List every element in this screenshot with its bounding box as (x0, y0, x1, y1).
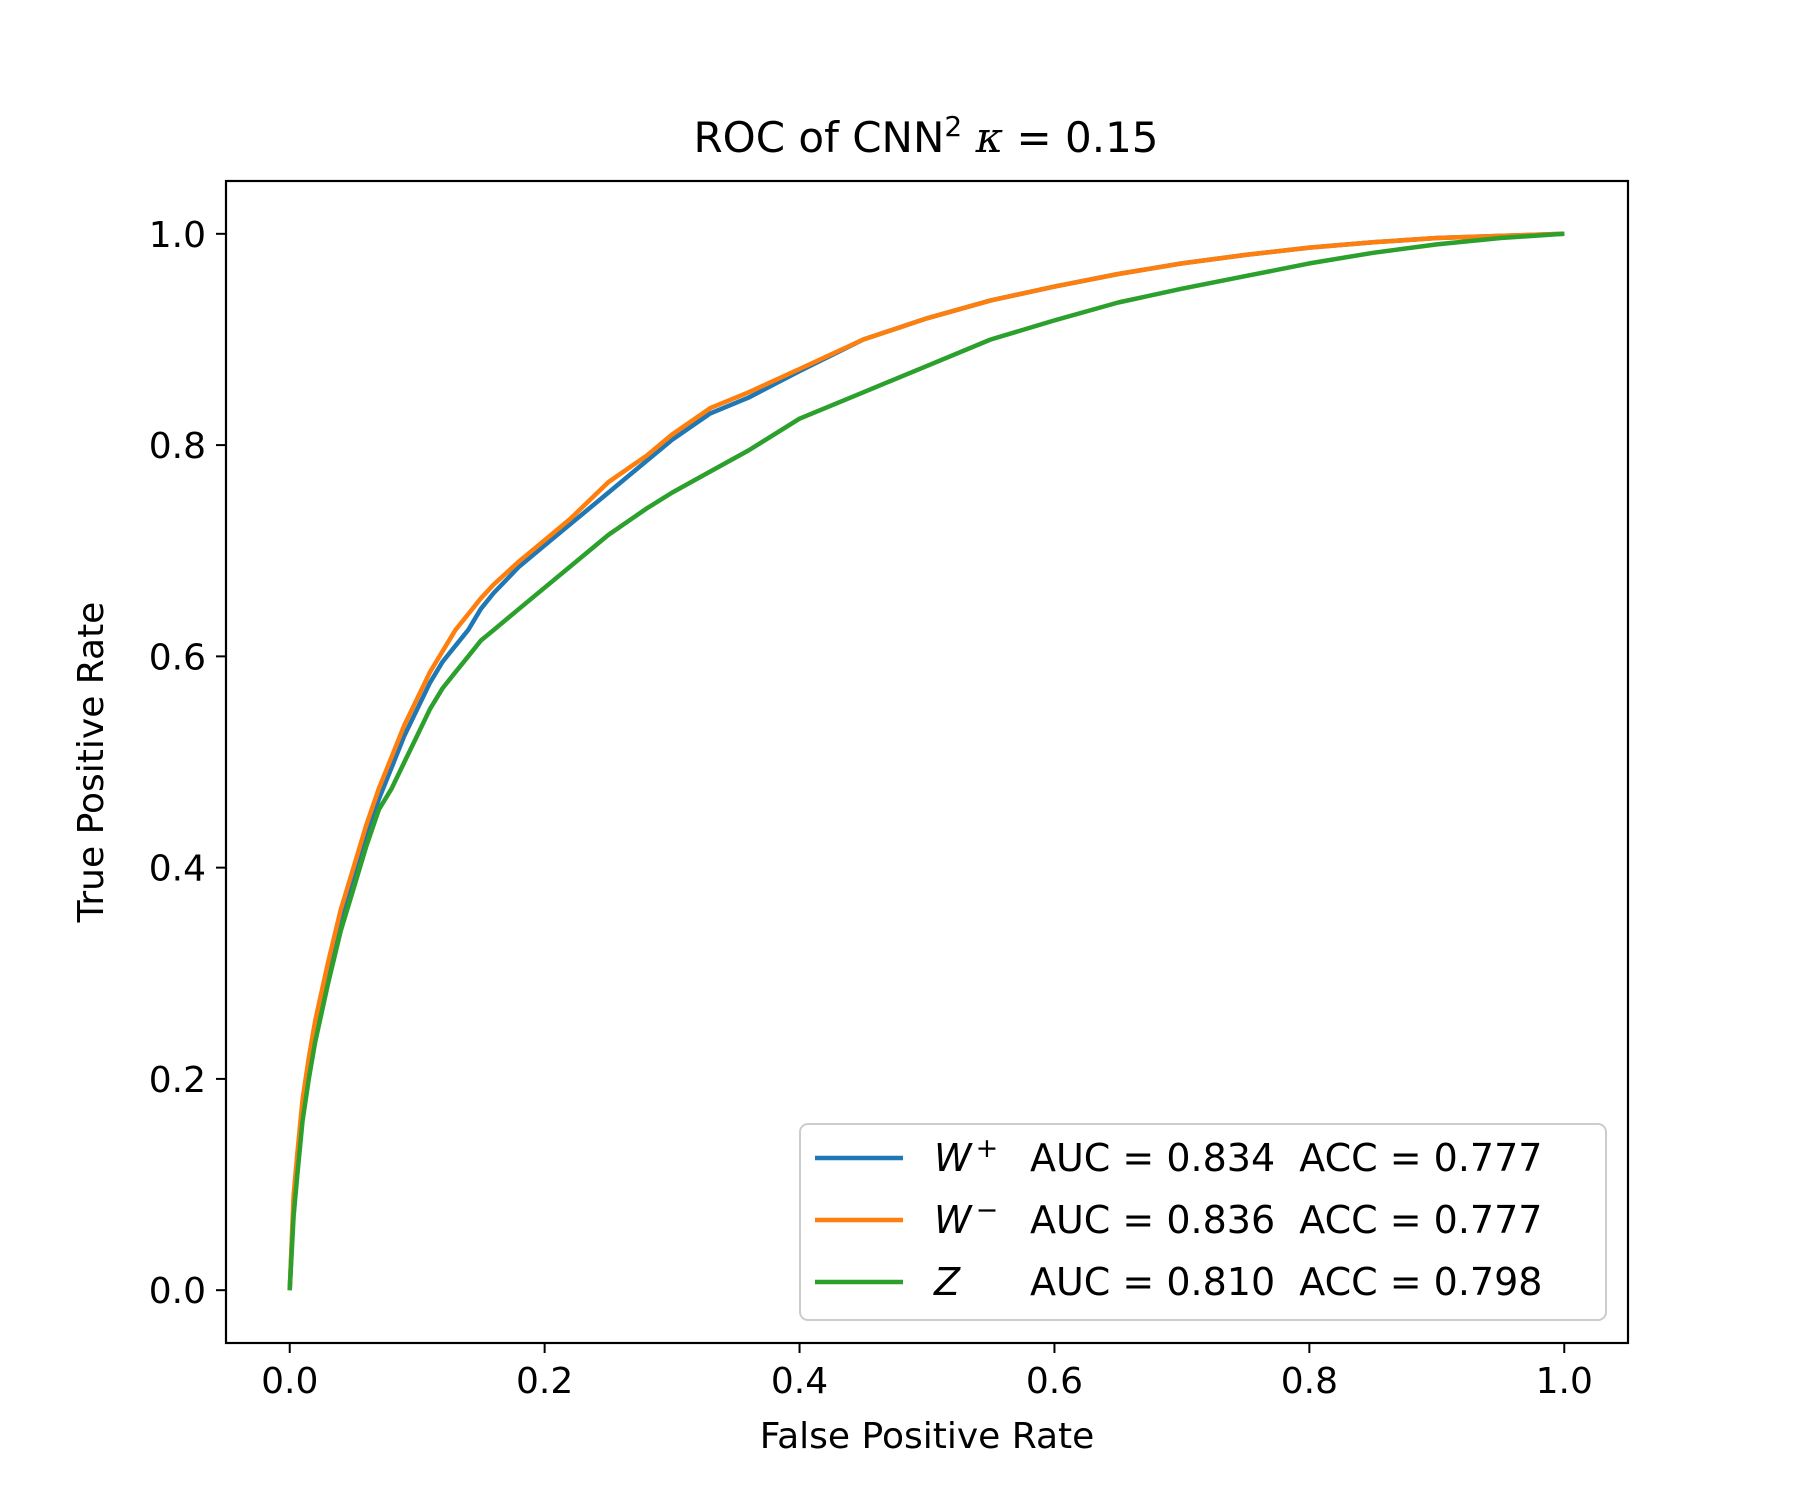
x-tick-label: 1.0 (1536, 1361, 1593, 1402)
legend-series-name-2: W − (934, 1195, 998, 1242)
x-axis-label: False Positive Rate (760, 1416, 1095, 1457)
x-tick-label: 0.4 (771, 1361, 828, 1402)
y-tick-label: 1.0 (149, 215, 206, 256)
legend-series-name-1: W + (934, 1133, 998, 1180)
legend-stats-1: AUC = 0.834 ACC = 0.777 (1030, 1136, 1542, 1180)
y-tick-label: 0.6 (149, 637, 206, 678)
chart-title-superscript: 2 (944, 110, 962, 143)
legend-name-base: Z (933, 1260, 961, 1304)
series-line-2 (287, 231, 1565, 1291)
chart-title-value: = 0.15 (1003, 113, 1158, 162)
chart-title-kappa: κ (975, 113, 1004, 162)
legend-series-name-3: Z (933, 1260, 961, 1304)
x-tick-label: 0.2 (516, 1361, 573, 1402)
chart-title: ROC of CNN2 κ = 0.15 (693, 110, 1158, 162)
chart-title-main: ROC of CNN (693, 113, 944, 162)
x-tick-label: 0.8 (1281, 1361, 1338, 1402)
x-tick-label: 0.6 (1026, 1361, 1083, 1402)
legend-box (799, 1123, 1607, 1321)
legend-stats-2: AUC = 0.836 ACC = 0.777 (1030, 1198, 1542, 1242)
y-tick-label: 0.2 (149, 1060, 206, 1101)
legend-stats-3: AUC = 0.810 ACC = 0.798 (1030, 1260, 1542, 1304)
legend-name-superscript: − (976, 1195, 999, 1226)
legend-name-superscript: + (976, 1133, 999, 1164)
plot-area: 0.0 0.2 0.4 0.6 0.8 1.0 0.0 0.2 0.4 0.6 0.8 1.0 (149, 179, 1630, 1402)
legend-name-base: W (934, 1198, 973, 1242)
legend-name-base: W (934, 1136, 973, 1180)
y-tick-label: 0.4 (149, 849, 206, 890)
y-axis-label: True Positive Rate (71, 602, 112, 924)
axes-frame (224, 179, 1630, 1345)
x-tick-label: 0.0 (261, 1361, 318, 1402)
y-tick-label: 0.8 (149, 426, 206, 467)
y-tick-label: 0.0 (149, 1271, 206, 1312)
series-line-3 (287, 231, 1565, 1291)
